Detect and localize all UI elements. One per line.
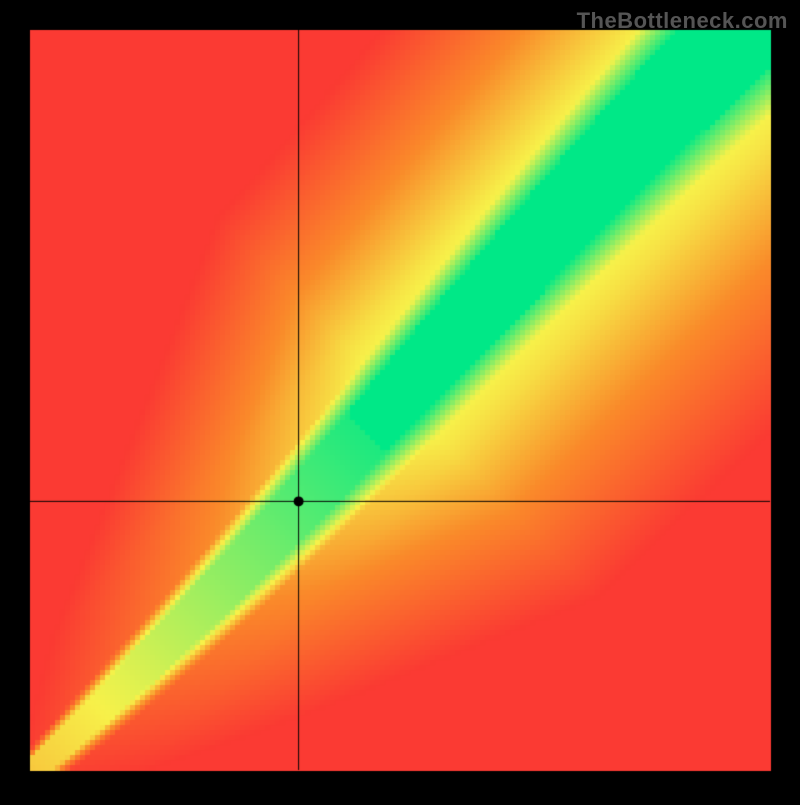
bottleneck-heatmap: TheBottleneck.com (0, 0, 800, 800)
heatmap-canvas (0, 0, 800, 800)
watermark-text: TheBottleneck.com (577, 8, 788, 34)
